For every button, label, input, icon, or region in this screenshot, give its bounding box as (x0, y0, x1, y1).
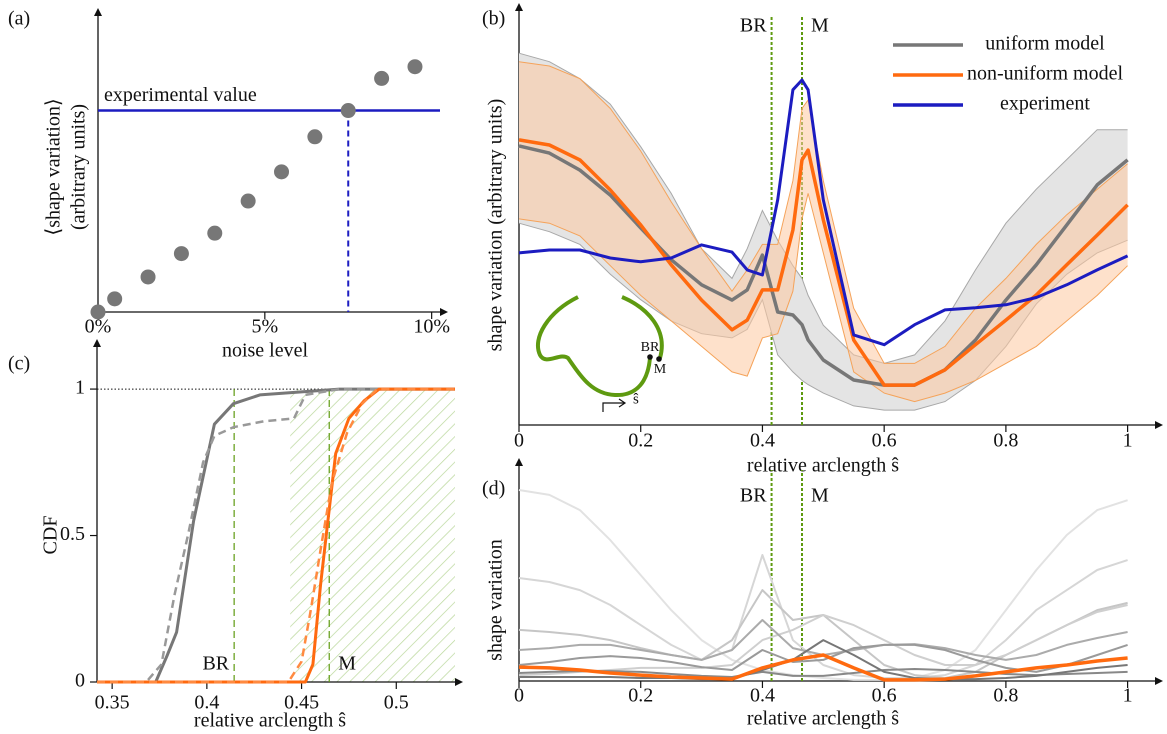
legend-label: experiment (1000, 93, 1090, 115)
point (374, 70, 390, 86)
x-tick-label: 0.4 (750, 685, 775, 707)
point (274, 164, 290, 180)
x-tick-label: 0.4 (194, 692, 219, 714)
series-line (519, 639, 1128, 681)
x-tick-label: 0.6 (872, 685, 897, 707)
panel-label: (c) (8, 353, 30, 375)
panel-label: (a) (8, 8, 30, 30)
x-tick-label: 0.45 (284, 692, 319, 714)
y-tick-label: 0 (75, 670, 85, 692)
y-axis-arrow (94, 8, 102, 16)
x-tick-label: 1 (1123, 685, 1133, 707)
series-line (97, 387, 455, 684)
panel-label: (b) (482, 8, 505, 30)
y-axis-label: CDF (40, 516, 62, 555)
x-axis-arrow (1155, 677, 1163, 685)
x-tick-label: 0% (85, 316, 112, 338)
series-line (518, 489, 1128, 681)
series-line (518, 604, 1128, 677)
band-edge (518, 193, 1128, 403)
series-line (518, 144, 1129, 387)
inset-label: M (654, 362, 667, 377)
point (407, 59, 423, 75)
band-edge (518, 61, 1128, 364)
inset-dot (656, 356, 662, 362)
x-axis-label: noise level (222, 340, 309, 362)
band-edge (518, 52, 1128, 364)
point (207, 225, 223, 241)
band (519, 61, 1128, 402)
reference-label: experimental value (104, 84, 257, 106)
series-line (97, 387, 455, 684)
series-line (518, 138, 1129, 387)
marker-label: M (811, 485, 829, 507)
inset-outline (621, 295, 664, 359)
x-axis-arrow (1155, 421, 1163, 429)
x-tick-label: 1 (1123, 430, 1133, 452)
point (307, 129, 323, 145)
x-axis-arrow (440, 308, 448, 316)
x-axis-arrow (455, 678, 463, 686)
inset-arrow (602, 398, 627, 412)
x-axis-label: relative arclength ŝ (194, 710, 346, 732)
x-tick-label: 10% (413, 316, 450, 338)
point (107, 291, 123, 307)
x-tick-label: 5% (251, 316, 278, 338)
marker-label: BR (740, 15, 767, 37)
x-tick-label: 0.2 (628, 430, 653, 452)
point (340, 103, 356, 119)
y-tick-label: 0.5 (60, 523, 85, 545)
series-line (518, 554, 1128, 679)
point (140, 269, 156, 285)
inset-dot (647, 354, 653, 360)
hatch-region (290, 389, 455, 682)
legend-label: uniform model (985, 33, 1105, 55)
x-tick-label: 0.2 (628, 685, 653, 707)
y-axis-label: (arbitrary units) (68, 104, 90, 230)
x-tick-label: 0.35 (95, 692, 130, 714)
panel-label: (d) (482, 478, 505, 500)
y-axis-arrow (93, 339, 101, 347)
x-axis-label: relative arclength ŝ (747, 708, 899, 730)
inset-arc-label: ŝ (633, 391, 639, 407)
x-tick-label: 0.5 (384, 692, 409, 714)
inset-label: BR (641, 340, 660, 355)
point (240, 193, 256, 209)
marker-label: M (811, 15, 829, 37)
y-tick-label: 1 (75, 377, 85, 399)
point (173, 246, 189, 262)
series-line (518, 78, 1129, 347)
x-tick-label: 0 (514, 430, 524, 452)
y-axis-arrow (515, 3, 523, 11)
marker-label: BR (202, 653, 229, 675)
marker-label: M (338, 653, 356, 675)
series-line (518, 668, 1128, 678)
inset-outline (536, 295, 652, 398)
inset-shape: BR M ŝ (536, 295, 667, 412)
y-axis-label: shape variation (arbitrary units) (485, 99, 507, 352)
legend-label: non-uniform model (967, 63, 1124, 85)
point (90, 304, 106, 320)
x-tick-label: 0.6 (872, 430, 897, 452)
x-axis-label: relative arclength ŝ (747, 455, 899, 477)
y-axis-label: shape variation (485, 539, 507, 661)
x-tick-label: 0.8 (993, 430, 1018, 452)
y-axis-arrow (515, 458, 523, 466)
x-tick-label: 0.4 (750, 430, 775, 452)
marker-label: BR (740, 485, 767, 507)
x-tick-label: 0.8 (993, 685, 1018, 707)
series-line (518, 653, 1128, 682)
y-axis-label: ⟨shape variation⟩ (43, 98, 65, 235)
x-tick-label: 0 (514, 685, 524, 707)
